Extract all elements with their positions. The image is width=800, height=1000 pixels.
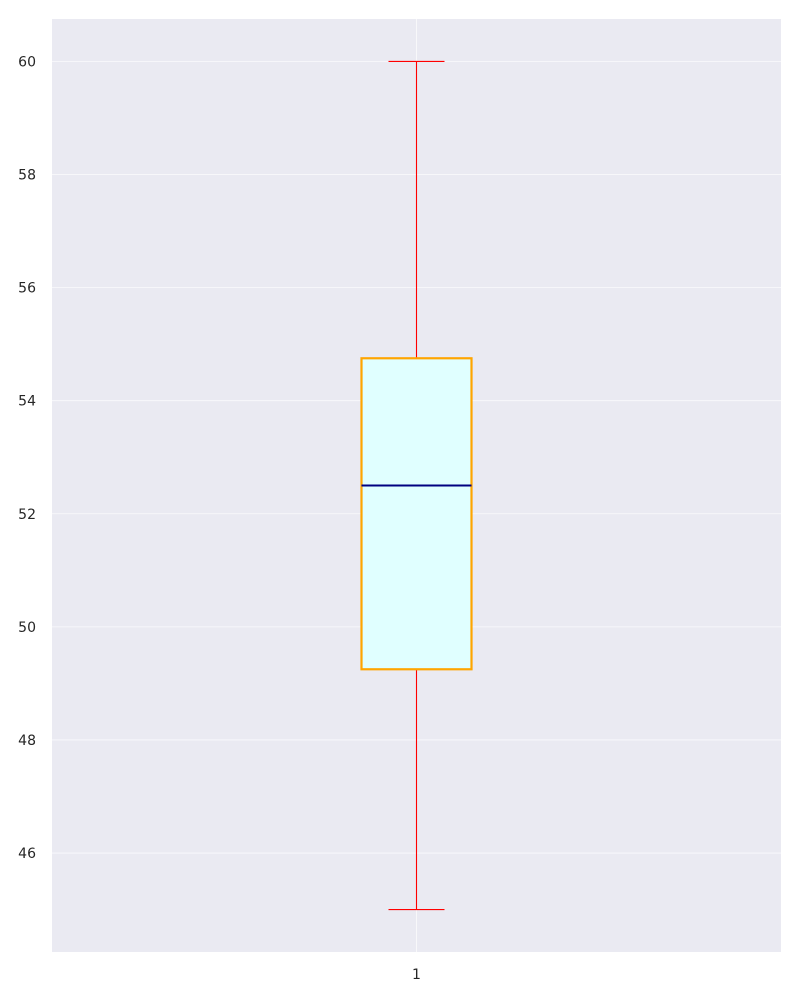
x-axis: 1	[412, 967, 421, 983]
y-tick-label: 46	[18, 846, 36, 862]
x-tick-label: 1	[412, 967, 421, 983]
box-group	[360, 60, 473, 911]
iqr-box	[360, 357, 473, 671]
y-tick-label: 58	[18, 168, 36, 184]
y-tick-label: 48	[18, 733, 36, 749]
y-axis: 46 48 50 52 54 56 58 60	[18, 54, 36, 862]
y-tick-label: 56	[18, 281, 36, 297]
y-tick-label: 54	[18, 394, 36, 410]
boxes	[360, 60, 473, 911]
y-tick-label: 60	[18, 54, 36, 70]
y-tick-label: 52	[18, 507, 36, 523]
y-tick-label: 50	[18, 620, 36, 636]
